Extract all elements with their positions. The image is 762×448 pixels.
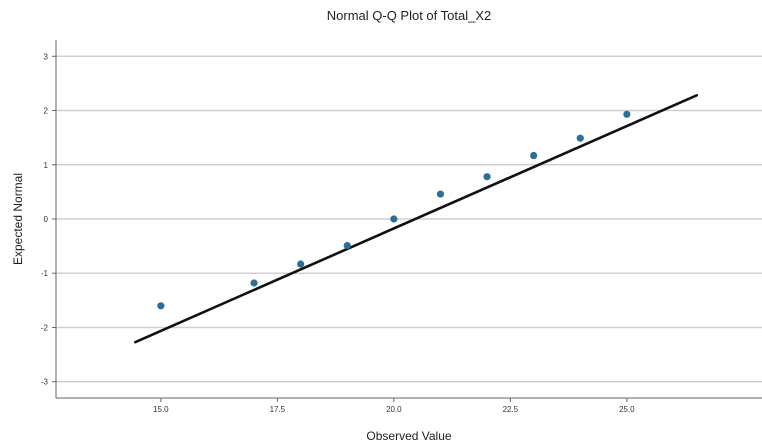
y-tick-labels: 3 2 1 0 -1 -2 -3 [41,52,56,387]
x-tick-label: 22.5 [503,405,519,414]
x-axis-label: Observed Value [366,429,451,443]
data-point [343,241,351,250]
x-tick-label: 15.0 [153,405,169,414]
y-tick-label: 1 [44,161,49,170]
data-point [623,110,631,118]
chart-title: Normal Q-Q Plot of Total_X2 [327,8,492,23]
data-point [250,279,258,287]
data-point [530,151,538,160]
data-point [436,190,445,198]
gridlines [56,55,762,383]
y-tick-label: -3 [41,378,49,387]
data-point [576,134,584,142]
y-tick-label: -1 [41,269,49,278]
y-tick-label: -2 [41,323,49,332]
x-tick-labels: 15.0 17.5 20.0 22.5 25.0 [153,398,635,414]
reference-line [133,94,699,344]
x-tick-label: 20.0 [386,405,402,414]
y-tick-label: 0 [44,215,49,224]
data-point [297,260,305,268]
x-tick-label: 17.5 [270,405,286,414]
data-point [483,173,491,181]
data-points [157,110,631,310]
data-point [390,215,398,223]
y-tick-label: 2 [44,107,49,116]
y-tick-label: 3 [44,52,49,61]
y-axis-label: Expected Normal [11,173,25,265]
data-point [157,302,165,310]
x-tick-label: 25.0 [619,405,635,414]
